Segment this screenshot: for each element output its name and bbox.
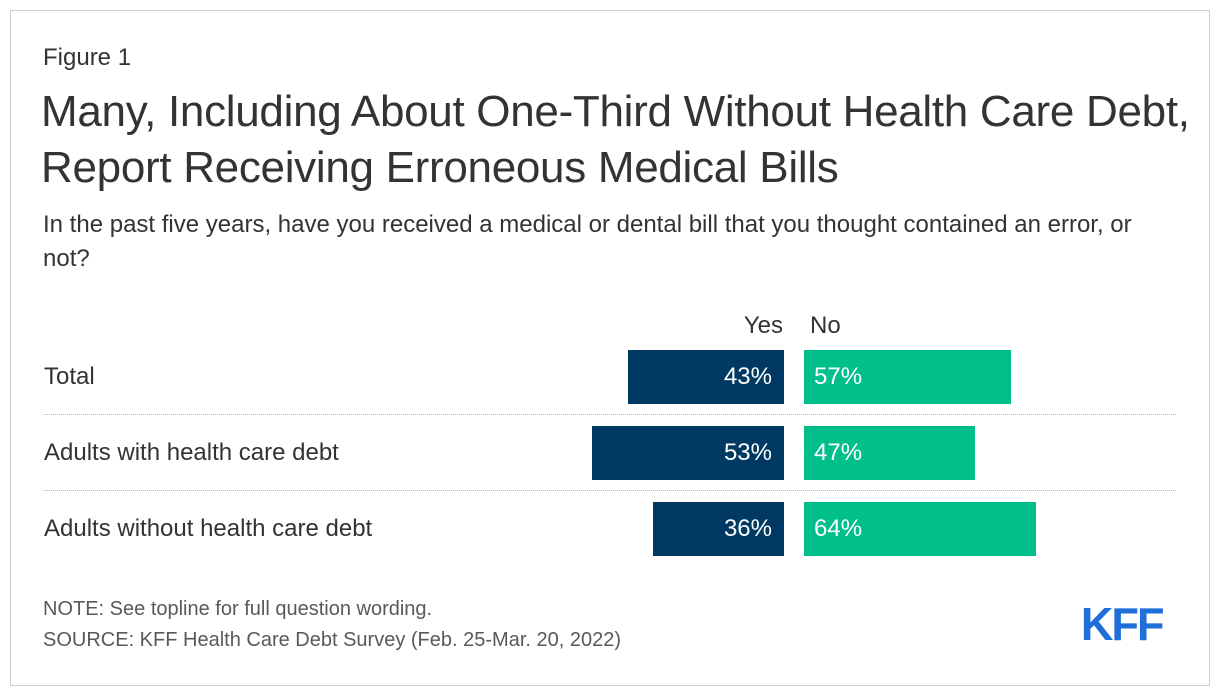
bar-yes: 36% [653, 502, 784, 556]
legend-no: No [810, 312, 841, 340]
category-label: Adults with health care debt [44, 438, 339, 468]
row-separator [43, 490, 1176, 491]
bar-yes: 53% [592, 426, 784, 480]
bar-no: 64% [804, 502, 1036, 556]
kff-logo: KFF [1081, 601, 1163, 647]
chart-title: Many, Including About One-Third Without … [41, 84, 1191, 196]
source-text: SOURCE: KFF Health Care Debt Survey (Feb… [43, 629, 621, 652]
figure-label: Figure 1 [43, 44, 131, 72]
bar-yes-value-label: 53% [724, 439, 772, 466]
chart-subtitle: In the past five years, have you receive… [43, 208, 1183, 276]
note-text: NOTE: See topline for full question word… [43, 598, 432, 621]
bar-yes-value-label: 36% [724, 515, 772, 542]
category-label: Total [44, 362, 95, 392]
category-label: Adults without health care debt [44, 514, 372, 544]
bar-no-value-label: 64% [814, 515, 862, 542]
bar-no: 57% [804, 350, 1011, 404]
bar-no-value-label: 47% [814, 439, 862, 466]
bar-yes: 43% [628, 350, 784, 404]
bar-no: 47% [804, 426, 975, 480]
legend-yes: Yes [744, 312, 783, 340]
bar-no-value-label: 57% [814, 363, 862, 390]
row-separator [43, 414, 1176, 415]
bar-yes-value-label: 43% [724, 363, 772, 390]
